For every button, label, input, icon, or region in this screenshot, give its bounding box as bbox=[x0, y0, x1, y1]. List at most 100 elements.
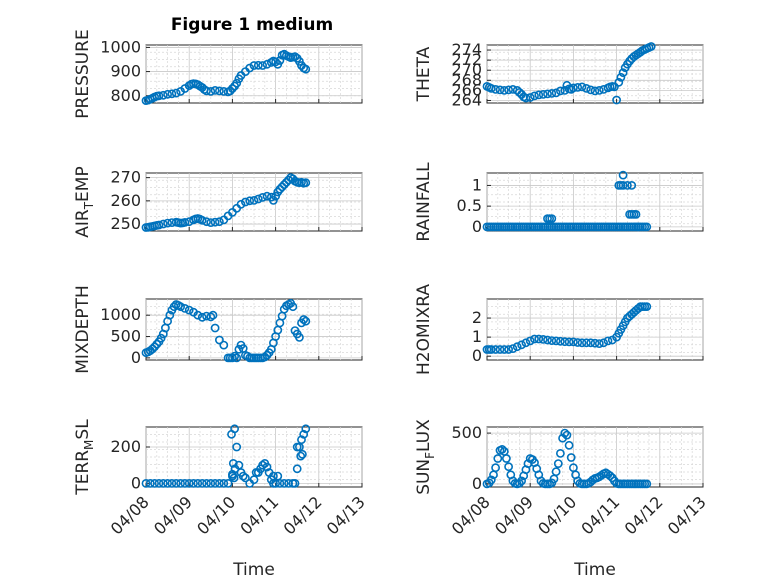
data-point bbox=[556, 86, 565, 96]
data-point bbox=[249, 61, 259, 70]
y-tick-label: 900 bbox=[110, 62, 141, 81]
data-point bbox=[297, 449, 307, 459]
data-point bbox=[530, 334, 539, 344]
y-tick-label: 270 bbox=[110, 168, 141, 187]
data-point bbox=[141, 478, 151, 488]
data-point bbox=[577, 82, 587, 92]
subplot-3: 250 260 270 AIRTEMP bbox=[73, 166, 363, 238]
data-point bbox=[296, 451, 306, 461]
data-point bbox=[279, 180, 289, 189]
y-tick-label: 1 bbox=[472, 327, 482, 346]
data-point bbox=[156, 333, 166, 343]
data-point bbox=[499, 86, 509, 95]
data-point bbox=[236, 199, 246, 209]
data-point bbox=[504, 85, 513, 95]
data-point bbox=[154, 220, 164, 230]
subplot-4: 0 0.5 1 RAINFALL bbox=[414, 162, 704, 242]
data-point bbox=[564, 337, 574, 347]
data-point bbox=[486, 475, 496, 485]
data-point bbox=[245, 63, 255, 73]
data-point bbox=[206, 478, 216, 488]
x-tick-label: 04/13 bbox=[323, 492, 369, 538]
data-point bbox=[234, 344, 244, 354]
data-point bbox=[167, 478, 177, 488]
data-point bbox=[605, 471, 615, 481]
data-point bbox=[281, 177, 291, 187]
data-point bbox=[152, 339, 162, 349]
y-tick-label: 0 bbox=[472, 217, 482, 236]
data-point bbox=[189, 478, 198, 488]
data-point bbox=[229, 473, 239, 483]
data-point bbox=[193, 478, 203, 488]
y-tick-label: 800 bbox=[110, 86, 141, 105]
data-point bbox=[551, 467, 561, 477]
data-point bbox=[301, 64, 311, 74]
data-point bbox=[586, 85, 596, 95]
data-point bbox=[202, 478, 211, 488]
data-point bbox=[543, 335, 552, 345]
data-point bbox=[508, 344, 518, 353]
data-point bbox=[163, 89, 172, 99]
data-point bbox=[225, 86, 235, 96]
data-point bbox=[547, 336, 557, 345]
data-point bbox=[582, 84, 591, 93]
data-point bbox=[232, 78, 242, 88]
data-point bbox=[614, 77, 624, 87]
subplot-6: 012 H2OMIXRA bbox=[414, 284, 704, 375]
y-axis-label: SUNFLUX bbox=[414, 419, 437, 495]
x-tick-label: 04/12 bbox=[280, 492, 326, 538]
data-point bbox=[538, 334, 548, 344]
data-point bbox=[176, 478, 185, 488]
data-point bbox=[538, 90, 548, 99]
data-point bbox=[636, 47, 645, 57]
data-point bbox=[525, 336, 535, 346]
data-point bbox=[590, 86, 600, 96]
data-point bbox=[553, 459, 563, 468]
data-point bbox=[512, 342, 522, 352]
data-point bbox=[577, 338, 587, 348]
data-point bbox=[504, 462, 513, 472]
data-point bbox=[268, 195, 278, 205]
data-point bbox=[594, 339, 604, 348]
y-tick-label: 1 bbox=[472, 175, 482, 194]
data-point bbox=[290, 52, 300, 61]
data-point bbox=[258, 61, 267, 70]
y-axis-label: H2OMIXRA bbox=[414, 284, 434, 375]
data-point bbox=[618, 170, 628, 180]
data-point bbox=[227, 429, 236, 439]
data-point bbox=[219, 478, 229, 488]
data-point bbox=[301, 424, 311, 434]
data-point bbox=[180, 303, 190, 313]
data-point bbox=[560, 337, 570, 347]
data-point bbox=[551, 336, 561, 346]
data-point bbox=[292, 442, 302, 452]
data-point bbox=[154, 478, 164, 488]
data-point bbox=[590, 338, 600, 348]
data-point bbox=[210, 86, 220, 95]
data-point bbox=[249, 195, 259, 205]
data-point bbox=[163, 218, 172, 228]
data-point bbox=[184, 305, 194, 315]
data-point bbox=[562, 430, 572, 440]
data-point bbox=[501, 454, 511, 463]
data-point bbox=[158, 478, 168, 488]
data-point bbox=[556, 448, 565, 458]
data-point bbox=[223, 478, 233, 488]
data-point bbox=[297, 435, 306, 445]
data-point bbox=[258, 192, 267, 202]
y-tick-label: 1000 bbox=[100, 37, 141, 56]
data-point bbox=[582, 338, 591, 348]
x-tick-label: 04/09 bbox=[150, 492, 196, 538]
x-tick-label: 04/10 bbox=[193, 492, 239, 538]
data-point bbox=[245, 196, 255, 206]
data-point bbox=[208, 310, 218, 320]
y-tick-label: 0 bbox=[131, 348, 141, 367]
data-point bbox=[271, 191, 280, 201]
data-point bbox=[165, 310, 175, 320]
data-point bbox=[150, 478, 159, 488]
data-point bbox=[627, 180, 637, 190]
data-point bbox=[495, 345, 505, 354]
y-axis-label: THETA bbox=[414, 46, 434, 102]
